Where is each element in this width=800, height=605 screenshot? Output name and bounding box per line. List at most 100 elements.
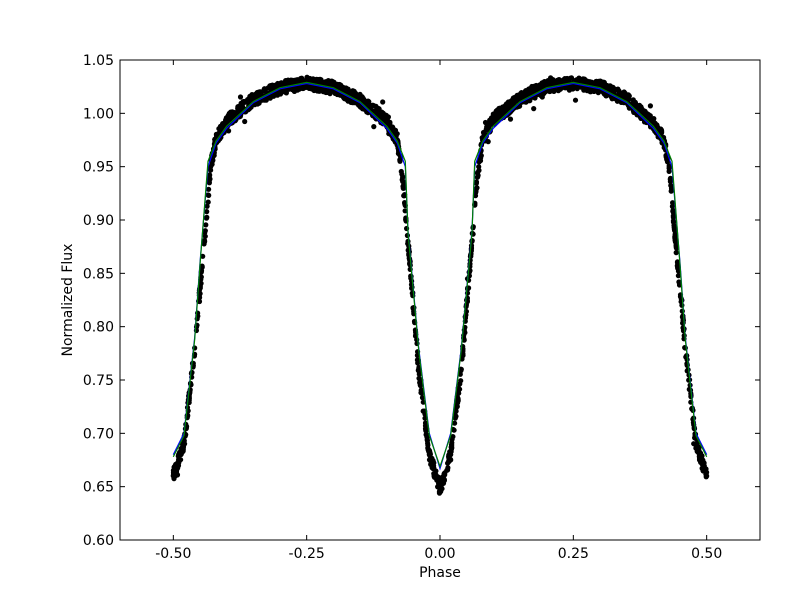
data-point [308,86,314,92]
data-point [242,118,248,125]
data-point [469,238,475,244]
data-point [405,238,411,244]
data-point [430,457,436,464]
data-point [619,90,625,96]
data-point [673,250,679,256]
data-point [205,199,211,205]
data-point [473,179,480,185]
data-point [205,192,211,198]
data-point [530,87,536,93]
data-point [380,99,386,105]
data-point [419,390,425,396]
data-point [323,79,329,85]
data-point [704,473,710,479]
data-point [603,84,610,90]
data-point [445,467,451,473]
data-point [493,108,499,114]
data-point [467,261,473,267]
data-point [389,124,395,130]
data-point [562,85,568,91]
data-point [437,486,443,492]
x-tick-label: -0.25 [289,546,325,562]
data-point [476,164,482,170]
data-point [482,119,489,126]
data-point [202,228,208,234]
data-point [181,441,187,447]
data-point [668,188,674,194]
data-point [374,110,380,116]
data-point [454,403,460,410]
data-point [265,95,271,101]
data-point [457,381,463,387]
data-point [698,452,704,458]
data-point [520,91,527,98]
data-point [170,473,176,479]
data-point [426,452,432,458]
data-point [232,111,238,117]
data-point [526,86,532,92]
data-point [680,320,686,326]
data-point [514,92,520,98]
data-point [215,131,221,137]
data-point [584,86,590,92]
data-point [206,186,212,192]
data-point [384,118,390,124]
data-point [449,445,455,451]
data-point [431,473,437,479]
y-tick-label: 0.70 [83,426,114,442]
data-point [555,87,561,93]
y-tick-label: 1.05 [83,53,114,69]
data-point [315,86,321,92]
data-point [545,78,551,84]
data-point [670,210,677,216]
data-point [402,208,408,214]
data-point [572,97,579,103]
data-point [440,480,447,486]
data-point [456,390,462,396]
data-point [371,124,377,130]
data-point [402,201,408,207]
model-line-2 [172,81,708,469]
y-tick-label: 0.75 [83,373,114,389]
data-point [587,79,593,85]
data-point [531,106,537,112]
data-point [642,109,649,115]
x-tick-label: -0.50 [155,546,191,562]
data-point [448,452,454,458]
y-axis-label: Normalized Flux [60,244,76,357]
data-point [343,85,349,91]
data-point [422,415,428,421]
data-point [279,80,285,86]
data-point [559,78,566,84]
observed-points [170,74,710,496]
data-point [315,77,321,83]
data-point [647,103,654,109]
plot-marks [170,74,710,496]
y-tick-label: 0.90 [83,213,114,229]
model-line-1 [172,82,708,471]
data-point [299,75,305,81]
axis-ticks: -0.50 -0.25 0.00 0.25 0.50 0.60 0.65 0.70 0.75 0.… [83,53,760,562]
data-point [693,441,699,447]
data-point [625,92,632,98]
data-point [224,119,230,125]
data-point [591,88,597,94]
data-point [428,461,434,467]
data-point [463,304,469,310]
data-point [490,116,496,122]
data-point [553,79,559,86]
y-tick-label: 0.85 [83,266,114,282]
data-point [282,89,288,95]
data-point [485,139,491,145]
data-point [452,420,458,426]
y-tick-label: 0.65 [83,480,114,496]
data-point [666,164,672,170]
data-point [398,168,404,175]
data-point [404,232,410,239]
data-point [173,461,179,468]
data-point [206,178,212,184]
data-point [204,209,210,215]
data-point [209,159,215,165]
x-tick-label: 0.50 [691,546,722,562]
data-point [199,264,205,270]
